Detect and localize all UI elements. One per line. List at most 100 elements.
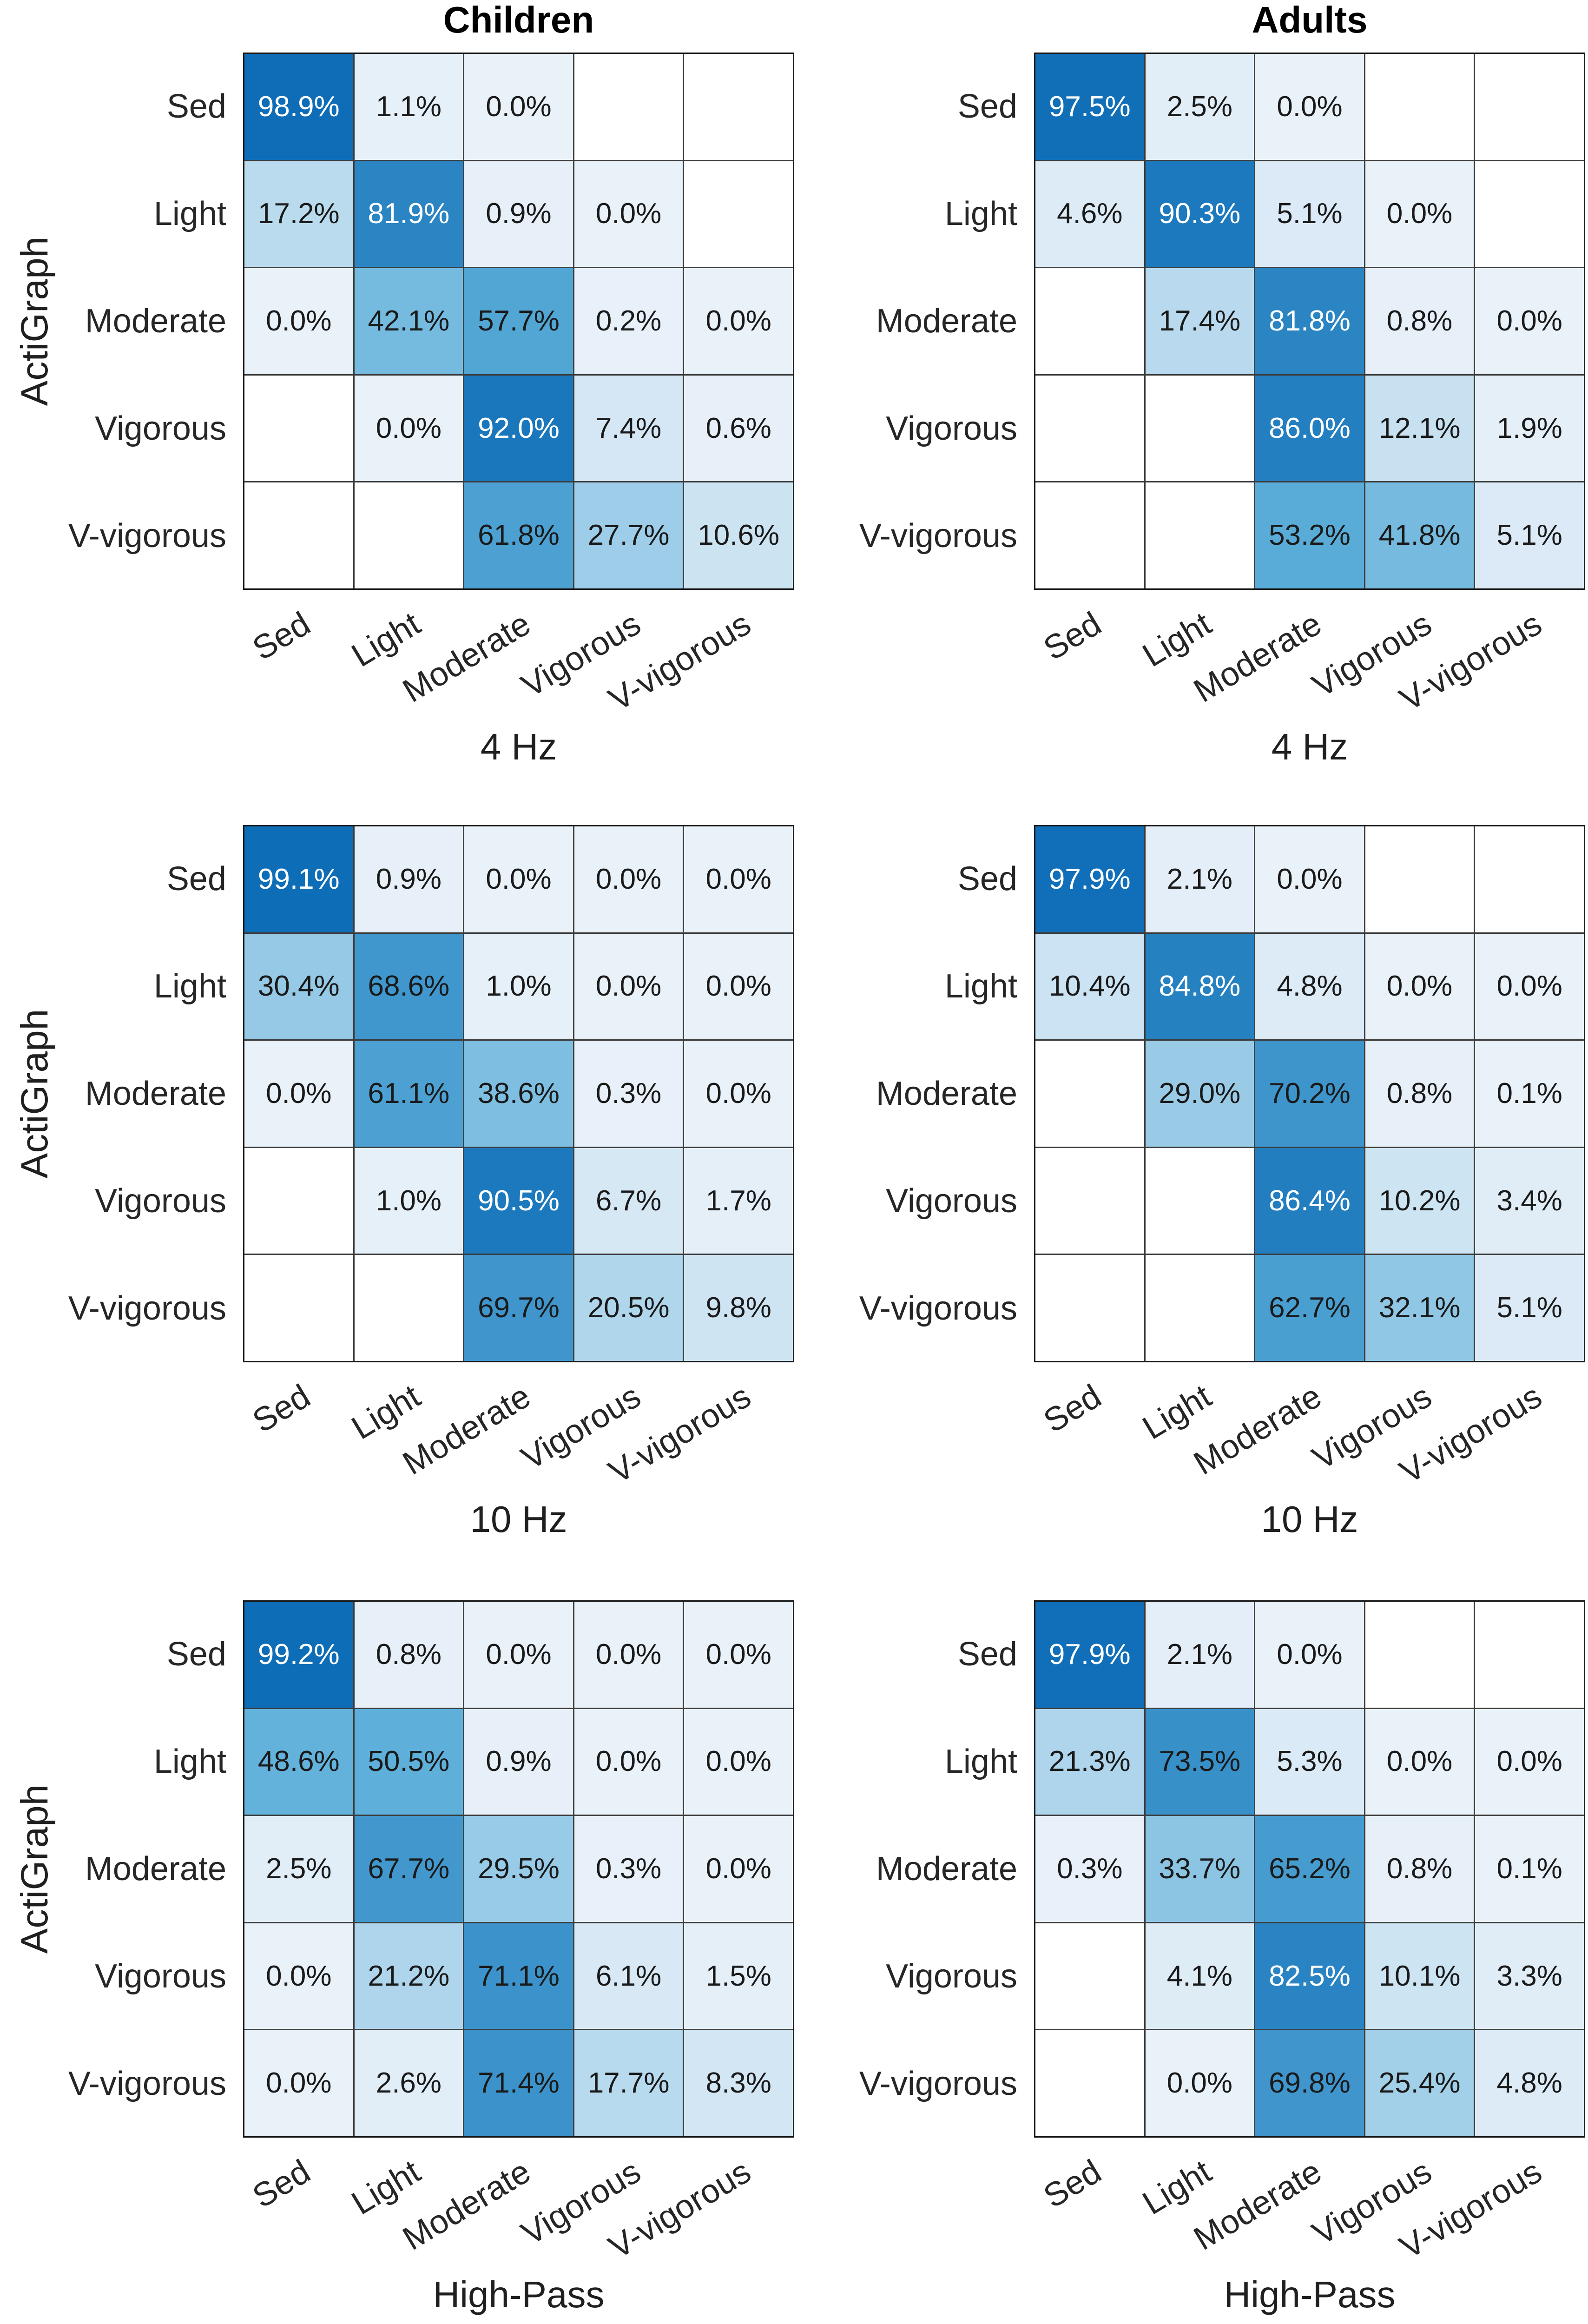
confusion-matrix-panel-adults-4hz: Adults 97.5% 2.5% 0.0% 4.6% 90.3% 5.1% 0.0% 17.… bbox=[859, 1, 1585, 766]
matrix-cell-moderate-light: 67.7% bbox=[354, 1816, 463, 1922]
matrix-cell-vigorous-moderate: 90.5% bbox=[464, 1148, 573, 1254]
matrix-cell-vigorous-sed bbox=[1035, 375, 1144, 482]
matrix-cell-moderate-v-vigorous: 0.1% bbox=[1475, 1041, 1584, 1147]
heatmap-grid: 99.1% 0.9% 0.0% 0.0% 0.0% 30.4% 68.6% 1.0% 0.0% 0… bbox=[243, 825, 794, 1362]
matrix-cell-sed-vigorous bbox=[1365, 1602, 1474, 1708]
matrix-cell-light-sed: 30.4% bbox=[244, 933, 353, 1040]
matrix-cell-vigorous-sed bbox=[1035, 1923, 1144, 2029]
matrix-cell-v-vigorous-light bbox=[354, 482, 463, 588]
matrix-cell-v-vigorous-sed bbox=[1035, 1255, 1144, 1361]
row-label-v-vigorous: V-vigorous bbox=[859, 1290, 1017, 1327]
matrix-cell-sed-vigorous: 0.0% bbox=[574, 826, 683, 932]
matrix-cell-vigorous-light bbox=[1145, 1148, 1254, 1254]
matrix-cell-vigorous-sed: 0.0% bbox=[244, 1923, 353, 2029]
matrix-cell-sed-moderate: 0.0% bbox=[464, 1602, 573, 1708]
matrix-cell-sed-sed: 99.2% bbox=[244, 1602, 353, 1708]
confusion-matrix-panel-adults-highpass: 97.9% 2.1% 0.0% 21.3% 73.5% 5.3% 0.0% 0.0% 0.3% 3… bbox=[859, 1600, 1585, 2313]
row-label-sed: Sed bbox=[166, 1635, 226, 1673]
matrix-cell-moderate-light: 33.7% bbox=[1145, 1816, 1254, 1922]
matrix-cell-sed-vigorous: 0.0% bbox=[574, 1602, 683, 1708]
confusion-matrix-panel-children-10hz: ActiGraph 99.1% 0.9% 0.0% 0.0% 0.0% 30.4% 68.6… bbox=[13, 825, 794, 1538]
row-label-light: Light bbox=[944, 1743, 1017, 1780]
matrix-cell-moderate-moderate: 81.8% bbox=[1255, 268, 1364, 374]
row-label-moderate: Moderate bbox=[876, 1850, 1017, 1888]
row-label-v-vigorous: V-vigorous bbox=[859, 517, 1017, 555]
heatmap-grid: 97.9% 2.1% 0.0% 21.3% 73.5% 5.3% 0.0% 0.0% 0.3% 3… bbox=[1034, 1600, 1585, 2138]
matrix-cell-sed-light: 2.5% bbox=[1145, 54, 1254, 160]
row-label-sed: Sed bbox=[166, 87, 226, 125]
row-label-v-vigorous: V-vigorous bbox=[68, 517, 226, 555]
row-label-sed: Sed bbox=[957, 1635, 1017, 1673]
matrix-cell-sed-vigorous bbox=[1365, 54, 1474, 160]
x-axis-label: 4 Hz bbox=[480, 726, 557, 767]
matrix-cell-sed-moderate: 0.0% bbox=[464, 54, 573, 160]
x-axis-label: 10 Hz bbox=[470, 1499, 567, 1540]
matrix-cell-v-vigorous-sed bbox=[244, 482, 353, 588]
row-label-moderate: Moderate bbox=[876, 302, 1017, 340]
matrix-cell-light-sed: 10.4% bbox=[1035, 933, 1144, 1040]
matrix-cell-vigorous-light: 1.0% bbox=[354, 1148, 463, 1254]
matrix-cell-moderate-vigorous: 0.8% bbox=[1365, 1816, 1474, 1922]
matrix-cell-sed-v-vigorous bbox=[1475, 54, 1584, 160]
matrix-cell-v-vigorous-vigorous: 20.5% bbox=[574, 1255, 683, 1361]
matrix-cell-light-light: 50.5% bbox=[354, 1709, 463, 1815]
matrix-cell-moderate-sed: 0.0% bbox=[244, 1041, 353, 1147]
x-axis-label: High-Pass bbox=[433, 2274, 605, 2315]
row-label-light: Light bbox=[944, 967, 1017, 1005]
matrix-cell-sed-moderate: 0.0% bbox=[1255, 1602, 1364, 1708]
matrix-cell-v-vigorous-v-vigorous: 5.1% bbox=[1475, 482, 1584, 588]
matrix-cell-vigorous-moderate: 71.1% bbox=[464, 1923, 573, 2029]
matrix-cell-v-vigorous-moderate: 71.4% bbox=[464, 2030, 573, 2136]
matrix-cell-light-vigorous: 0.0% bbox=[1365, 933, 1474, 1040]
row-label-vigorous: Vigorous bbox=[95, 1182, 226, 1220]
row-label-moderate: Moderate bbox=[876, 1075, 1017, 1112]
matrix-cell-vigorous-moderate: 86.4% bbox=[1255, 1148, 1364, 1254]
matrix-cell-moderate-sed: 0.3% bbox=[1035, 1816, 1144, 1922]
matrix-cell-v-vigorous-light bbox=[1145, 482, 1254, 588]
matrix-cell-light-light: 90.3% bbox=[1145, 161, 1254, 267]
row-label-v-vigorous: V-vigorous bbox=[859, 2065, 1017, 2103]
matrix-cell-sed-sed: 99.1% bbox=[244, 826, 353, 932]
heatmap-grid: 97.9% 2.1% 0.0% 10.4% 84.8% 4.8% 0.0% 0.0% 29.0%… bbox=[1034, 825, 1585, 1362]
matrix-cell-vigorous-moderate: 82.5% bbox=[1255, 1923, 1364, 2029]
matrix-cell-vigorous-v-vigorous: 1.7% bbox=[684, 1148, 793, 1254]
matrix-cell-moderate-light: 29.0% bbox=[1145, 1041, 1254, 1147]
row-label-v-vigorous: V-vigorous bbox=[68, 2065, 226, 2103]
matrix-cell-vigorous-light: 4.1% bbox=[1145, 1923, 1254, 2029]
heatmap-grid: 97.5% 2.5% 0.0% 4.6% 90.3% 5.1% 0.0% 17.4% 81.8%… bbox=[1034, 53, 1585, 590]
matrix-cell-vigorous-v-vigorous: 1.5% bbox=[684, 1923, 793, 2029]
matrix-cell-v-vigorous-light bbox=[354, 1255, 463, 1361]
confusion-matrix-panel-children-highpass: ActiGraph 99.2% 0.8% 0.0% 0.0% 0.0% 48.6% 50.5… bbox=[13, 1600, 794, 2313]
row-label-vigorous: Vigorous bbox=[95, 1958, 226, 1995]
matrix-cell-vigorous-vigorous: 7.4% bbox=[574, 375, 683, 482]
matrix-cell-moderate-v-vigorous: 0.0% bbox=[684, 268, 793, 374]
matrix-cell-light-vigorous: 0.0% bbox=[574, 161, 683, 267]
matrix-cell-sed-sed: 97.9% bbox=[1035, 826, 1144, 932]
row-label-vigorous: Vigorous bbox=[886, 1958, 1017, 1995]
matrix-cell-v-vigorous-moderate: 69.8% bbox=[1255, 2030, 1364, 2136]
confusion-matrix-panel-children-4hz: Children ActiGraph 98.9% 1.1% 0.0% 17.2% 81.… bbox=[13, 1, 794, 766]
matrix-cell-sed-moderate: 0.0% bbox=[1255, 826, 1364, 932]
matrix-cell-light-sed: 21.3% bbox=[1035, 1709, 1144, 1815]
matrix-cell-v-vigorous-sed bbox=[1035, 2030, 1144, 2136]
matrix-cell-v-vigorous-vigorous: 41.8% bbox=[1365, 482, 1474, 588]
matrix-cell-sed-sed: 98.9% bbox=[244, 54, 353, 160]
matrix-cell-moderate-moderate: 57.7% bbox=[464, 268, 573, 374]
row-label-moderate: Moderate bbox=[85, 1850, 226, 1888]
matrix-cell-v-vigorous-vigorous: 27.7% bbox=[574, 482, 683, 588]
matrix-cell-v-vigorous-moderate: 62.7% bbox=[1255, 1255, 1364, 1361]
matrix-cell-light-vigorous: 0.0% bbox=[1365, 161, 1474, 267]
matrix-cell-light-moderate: 0.9% bbox=[464, 161, 573, 267]
matrix-cell-sed-moderate: 0.0% bbox=[1255, 54, 1364, 160]
matrix-cell-v-vigorous-light: 2.6% bbox=[354, 2030, 463, 2136]
matrix-cell-light-sed: 17.2% bbox=[244, 161, 353, 267]
matrix-cell-light-v-vigorous: 0.0% bbox=[1475, 1709, 1584, 1815]
matrix-cell-light-v-vigorous bbox=[684, 161, 793, 267]
row-label-light: Light bbox=[944, 195, 1017, 232]
matrix-cell-vigorous-v-vigorous: 0.6% bbox=[684, 375, 793, 482]
matrix-cell-light-light: 73.5% bbox=[1145, 1709, 1254, 1815]
matrix-cell-moderate-vigorous: 0.8% bbox=[1365, 1041, 1474, 1147]
matrix-cell-vigorous-vigorous: 6.7% bbox=[574, 1148, 683, 1254]
matrix-cell-v-vigorous-v-vigorous: 5.1% bbox=[1475, 1255, 1584, 1361]
matrix-cell-vigorous-v-vigorous: 3.4% bbox=[1475, 1148, 1584, 1254]
